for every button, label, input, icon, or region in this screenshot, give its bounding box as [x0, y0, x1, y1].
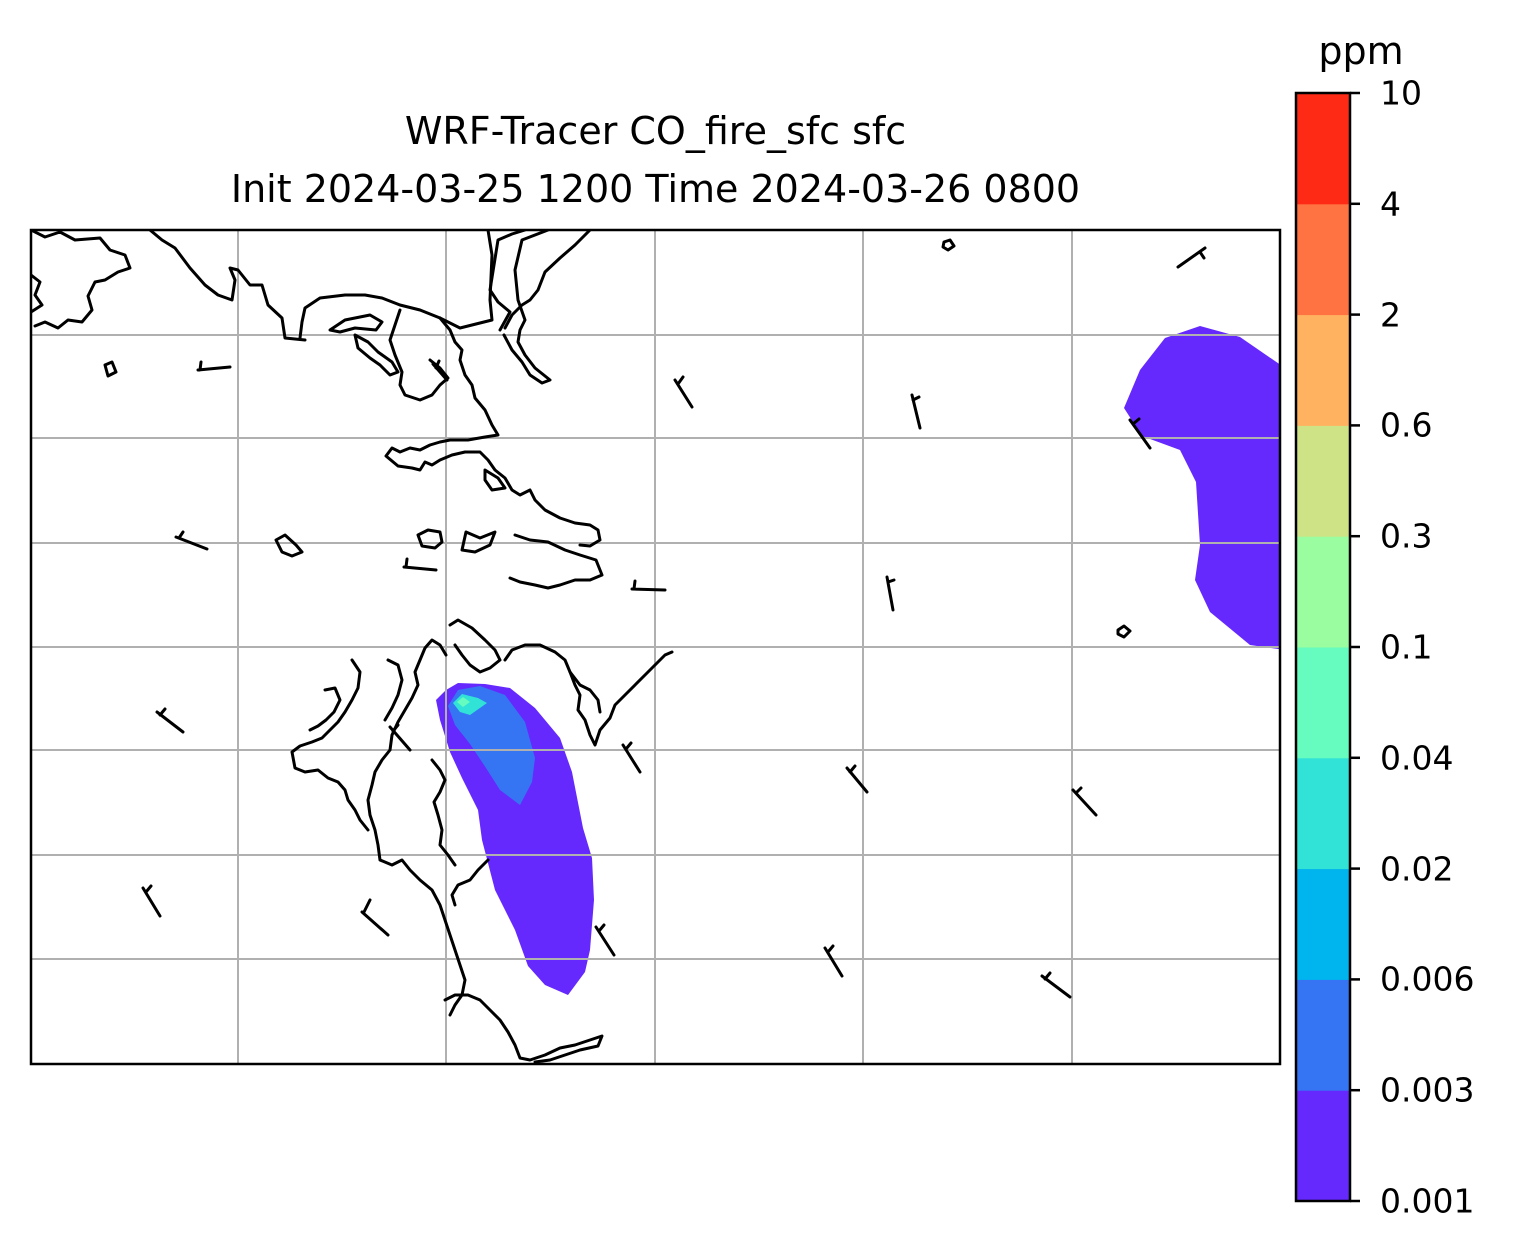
wind-barb: [402, 557, 438, 572]
plume-peak: [457, 697, 470, 707]
coastline: [448, 618, 502, 674]
colorbar-tick-label: 0.04: [1380, 738, 1454, 778]
wind-barb: [1040, 971, 1072, 999]
coastline: [308, 686, 342, 732]
map-frame: [29, 228, 1282, 1066]
colorbar-tick-label: 0.3: [1380, 516, 1433, 556]
coastline: [328, 313, 384, 334]
coastline: [274, 533, 304, 558]
colorbar-segment: [1296, 93, 1350, 205]
colorbar-segment: [1296, 868, 1350, 980]
wind-barbs: [141, 246, 1207, 999]
colorbar-segment: [1296, 1090, 1350, 1202]
coastline: [416, 528, 444, 550]
colorbar-segment: [1296, 203, 1350, 316]
colorbar-tick-label: 10: [1380, 73, 1422, 113]
colorbar-segment: [1296, 314, 1350, 426]
plume-low-south: [436, 683, 594, 995]
coastline: [488, 230, 527, 332]
map-title: WRF-Tracer CO_fire_sfc sfc: [404, 109, 907, 153]
wind-barb: [673, 375, 694, 409]
wind-barb: [621, 741, 642, 774]
wind-barb: [1071, 786, 1098, 817]
colorbar-tick-label: 0.1: [1380, 627, 1433, 667]
coastline: [103, 360, 118, 378]
colorbar-tick-label: 0.006: [1380, 959, 1475, 999]
wind-barb: [845, 764, 869, 794]
map-content: [31, 230, 1280, 1064]
coastline: [503, 230, 592, 330]
wind-barb: [174, 530, 209, 551]
plume-low-east: [1124, 326, 1280, 650]
colorbar-tick-label: 0.003: [1380, 1070, 1475, 1110]
gridlines: [31, 230, 1280, 1064]
wind-barb: [141, 884, 162, 918]
colorbar-segment: [1296, 536, 1350, 648]
wind-barb: [885, 575, 896, 612]
colorbar-segment: [1296, 425, 1350, 537]
coastlines: [31, 230, 1132, 1064]
colorbar-tick-label: 2: [1380, 295, 1401, 335]
coastline: [460, 530, 497, 554]
coastline: [290, 658, 370, 832]
coastline: [503, 643, 674, 747]
coastline: [502, 230, 552, 385]
colorbar-segment: [1296, 757, 1350, 870]
coastline: [388, 308, 450, 402]
coastline: [383, 658, 404, 722]
coastline: [31, 230, 132, 330]
wind-barb: [360, 898, 390, 937]
coastline: [430, 758, 457, 867]
coastline: [568, 670, 602, 714]
coastline: [941, 238, 956, 252]
wind-barb: [1176, 246, 1207, 269]
wind-barb: [155, 707, 185, 734]
coastline: [1116, 624, 1132, 639]
coastline: [31, 273, 44, 314]
coastline: [443, 993, 604, 1064]
wind-barb: [388, 723, 412, 752]
colorbar-tick-label: 4: [1380, 184, 1401, 224]
plume-mid: [448, 686, 535, 805]
coastline: [353, 333, 400, 377]
colorbar-segment: [1296, 647, 1350, 759]
map-subtitle: Init 2024-03-25 1200 Time 2024-03-26 080…: [230, 167, 1081, 211]
contour-fills: [436, 326, 1280, 995]
coastline: [450, 858, 490, 907]
colorbar: [1294, 91, 1360, 1203]
wind-barb: [431, 359, 449, 382]
coastline: [366, 638, 467, 1017]
wind-barb: [594, 923, 616, 957]
colorbar-segment: [1296, 979, 1350, 1091]
coastline: [384, 316, 602, 548]
colorbar-tick-label: 0.02: [1380, 849, 1454, 889]
coastline: [483, 468, 507, 492]
colorbar-tick-label: 0.001: [1380, 1181, 1475, 1221]
wind-barb: [196, 360, 232, 372]
colorbar-units-label: ppm: [1318, 29, 1404, 73]
wind-barb: [823, 944, 844, 978]
coastline: [508, 533, 604, 590]
colorbar-tick-label: 0.6: [1380, 405, 1433, 445]
wind-barb: [910, 393, 922, 430]
coastline: [148, 230, 307, 342]
wind-barb: [630, 579, 667, 592]
wind-barb: [1128, 417, 1152, 450]
coastline: [298, 230, 494, 340]
